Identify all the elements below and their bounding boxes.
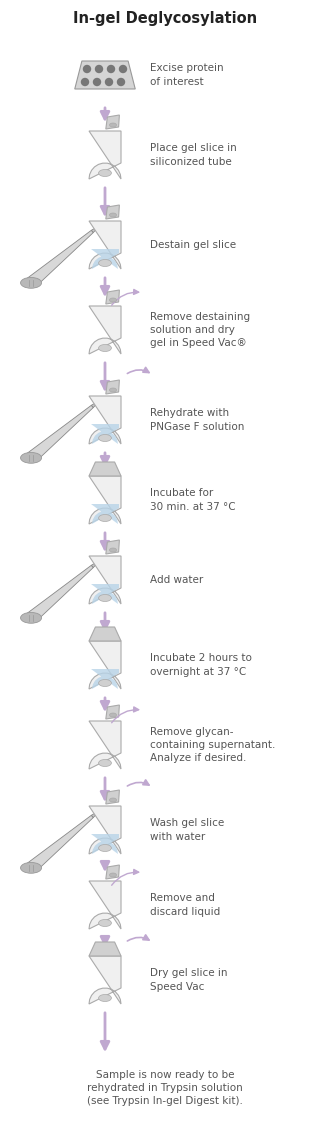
Ellipse shape	[110, 298, 116, 302]
Polygon shape	[89, 396, 121, 444]
Ellipse shape	[20, 613, 42, 623]
Polygon shape	[106, 540, 119, 554]
Polygon shape	[27, 816, 93, 873]
Circle shape	[119, 65, 126, 73]
Text: Sample is now ready to be
rehydrated in Trypsin solution
(see Trypsin In-gel Dig: Sample is now ready to be rehydrated in …	[87, 1070, 243, 1106]
Ellipse shape	[110, 213, 116, 217]
Ellipse shape	[110, 798, 116, 802]
Polygon shape	[106, 289, 119, 304]
Polygon shape	[91, 834, 119, 854]
Text: Remove and
discard liquid: Remove and discard liquid	[150, 893, 220, 917]
Polygon shape	[89, 956, 121, 1004]
Polygon shape	[91, 810, 100, 818]
Circle shape	[108, 65, 115, 73]
Ellipse shape	[99, 515, 112, 522]
Circle shape	[117, 79, 124, 85]
Circle shape	[93, 79, 101, 85]
Ellipse shape	[110, 388, 116, 392]
Ellipse shape	[99, 845, 112, 852]
Circle shape	[106, 79, 113, 85]
Text: Excise protein
of interest: Excise protein of interest	[150, 64, 224, 86]
Polygon shape	[75, 61, 135, 89]
Polygon shape	[91, 249, 119, 269]
Polygon shape	[91, 424, 119, 444]
Circle shape	[83, 65, 90, 73]
Ellipse shape	[99, 595, 112, 601]
Ellipse shape	[99, 344, 112, 351]
Ellipse shape	[99, 434, 112, 441]
Circle shape	[82, 79, 88, 85]
Ellipse shape	[110, 873, 116, 877]
Ellipse shape	[20, 452, 42, 463]
Polygon shape	[89, 462, 121, 476]
Text: Wash gel slice
with water: Wash gel slice with water	[150, 818, 224, 842]
Text: Dry gel slice in
Speed Vac: Dry gel slice in Speed Vac	[150, 968, 227, 992]
Polygon shape	[91, 669, 119, 689]
Polygon shape	[89, 131, 121, 180]
Ellipse shape	[99, 169, 112, 176]
Polygon shape	[91, 583, 119, 604]
Polygon shape	[106, 705, 119, 719]
Ellipse shape	[110, 548, 116, 552]
Text: In-gel Deglycosylation: In-gel Deglycosylation	[73, 10, 257, 26]
Text: Remove destaining
solution and dry
gel in Speed Vac®: Remove destaining solution and dry gel i…	[150, 312, 250, 348]
Circle shape	[95, 65, 103, 73]
Ellipse shape	[99, 994, 112, 1002]
Polygon shape	[91, 560, 100, 568]
Polygon shape	[27, 565, 93, 623]
Text: Incubate 2 hours to
overnight at 37 °C: Incubate 2 hours to overnight at 37 °C	[150, 653, 252, 677]
Text: Rehydrate with
PNGase F solution: Rehydrate with PNGase F solution	[150, 408, 245, 432]
Ellipse shape	[99, 920, 112, 927]
Ellipse shape	[110, 123, 116, 127]
Polygon shape	[89, 221, 121, 269]
Ellipse shape	[110, 712, 116, 717]
Polygon shape	[89, 942, 121, 956]
Text: Add water: Add water	[150, 574, 203, 585]
Ellipse shape	[99, 259, 112, 267]
Polygon shape	[27, 230, 93, 287]
Polygon shape	[89, 881, 121, 929]
Polygon shape	[89, 476, 121, 524]
Text: Place gel slice in
siliconized tube: Place gel slice in siliconized tube	[150, 144, 237, 166]
Ellipse shape	[20, 277, 42, 288]
Polygon shape	[89, 306, 121, 355]
Polygon shape	[91, 401, 100, 407]
Ellipse shape	[20, 863, 42, 873]
Ellipse shape	[99, 680, 112, 687]
Polygon shape	[89, 557, 121, 604]
Polygon shape	[89, 806, 121, 854]
Text: Destain gel slice: Destain gel slice	[150, 240, 236, 250]
Text: Remove glycan-
containing supernatant.
Analyze if desired.: Remove glycan- containing supernatant. A…	[150, 727, 275, 763]
Polygon shape	[27, 405, 93, 462]
Polygon shape	[91, 504, 119, 524]
Polygon shape	[106, 865, 119, 879]
Polygon shape	[106, 790, 119, 804]
Polygon shape	[106, 380, 119, 394]
Polygon shape	[106, 114, 119, 129]
Polygon shape	[89, 627, 121, 641]
Polygon shape	[106, 205, 119, 219]
Ellipse shape	[99, 760, 112, 766]
Polygon shape	[89, 721, 121, 769]
Polygon shape	[91, 226, 100, 232]
Polygon shape	[89, 641, 121, 689]
Text: Incubate for
30 min. at 37 °C: Incubate for 30 min. at 37 °C	[150, 488, 236, 512]
